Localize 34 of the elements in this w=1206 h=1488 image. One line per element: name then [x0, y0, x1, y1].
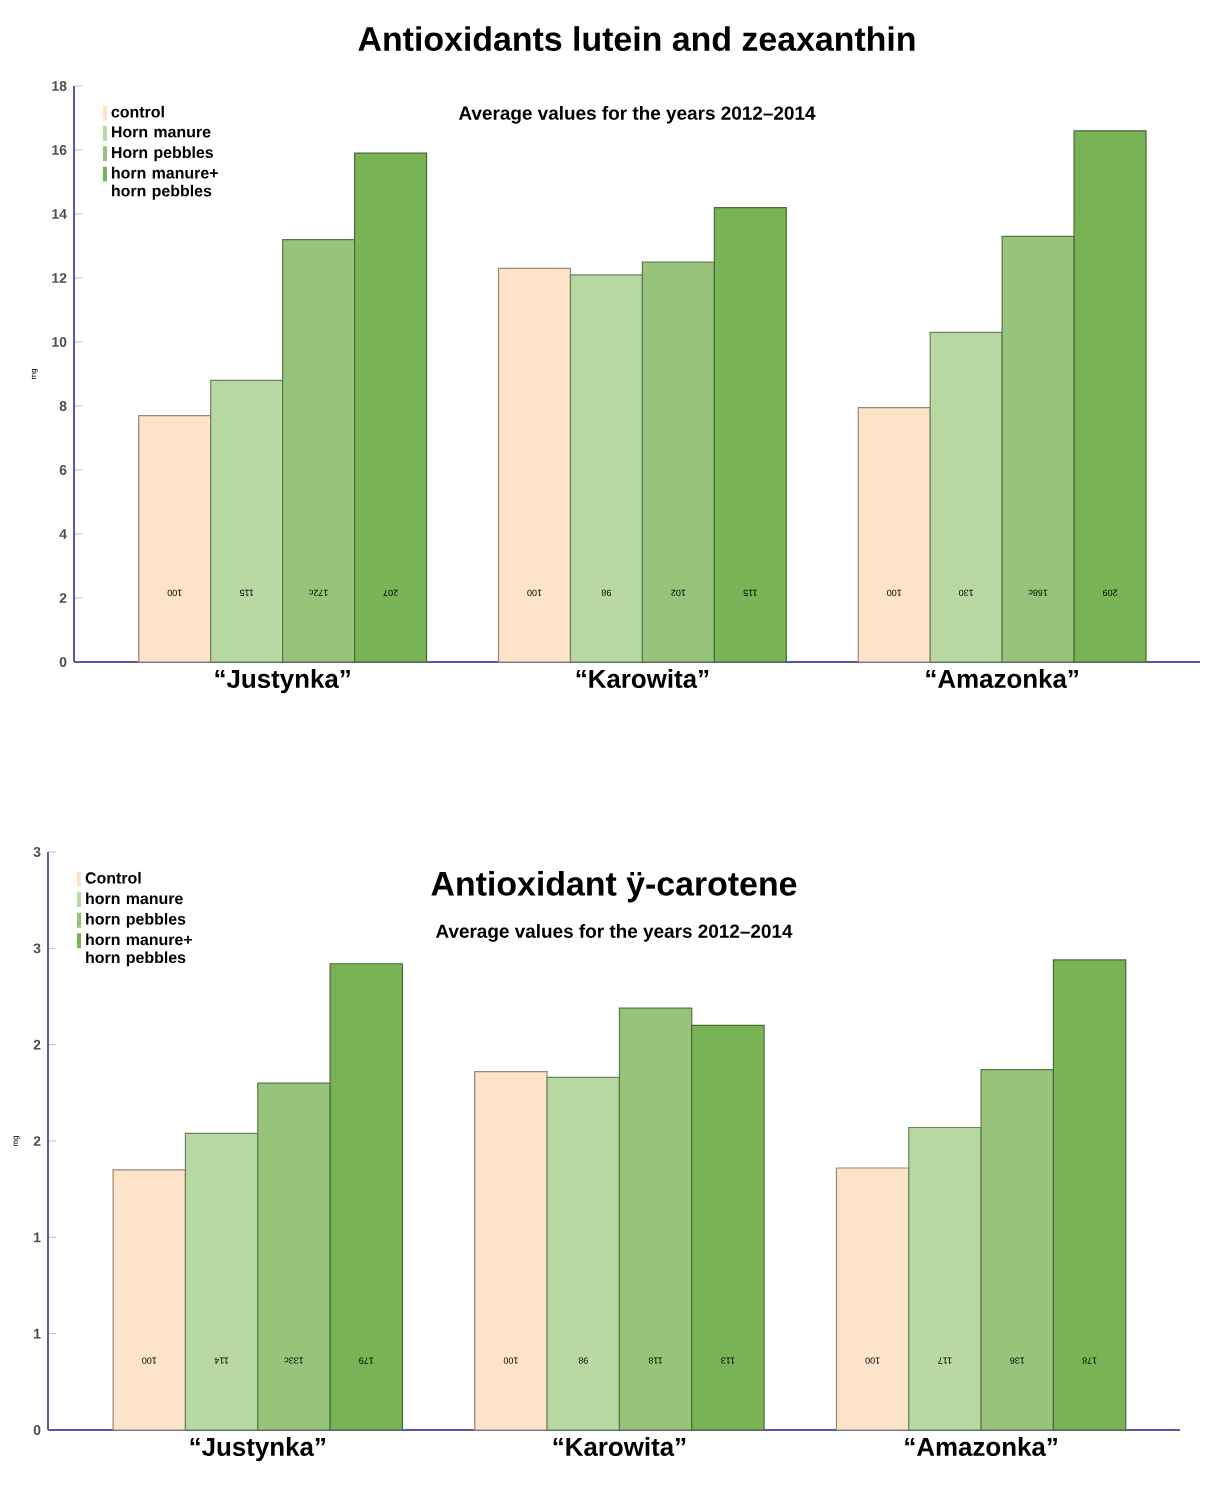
bar — [546, 1076, 621, 1431]
bar — [497, 267, 572, 663]
bar — [569, 274, 644, 663]
x-tick-label: “Amazonka” — [905, 1437, 1057, 1457]
bar — [691, 1024, 765, 1431]
bar — [1052, 959, 1127, 1431]
text: Average values for the years 2012–2014 — [435, 924, 793, 942]
x-tick-label: “Karowita” — [553, 1437, 686, 1457]
bar — [980, 1069, 1055, 1431]
bar — [112, 1169, 187, 1431]
x-tick-label: “Karowita” — [576, 669, 709, 689]
bar — [713, 206, 787, 663]
bar — [354, 152, 428, 663]
bar — [929, 331, 1003, 663]
x-tick-label: “Amazonka” — [926, 669, 1078, 689]
bar — [282, 238, 356, 663]
x-tick-label: “Justynka” — [215, 669, 350, 694]
text: Antioxidant ÿ-carotene — [431, 870, 797, 903]
bar — [210, 379, 284, 663]
bar — [184, 1132, 259, 1431]
bar — [908, 1126, 982, 1431]
bar — [618, 1007, 693, 1431]
bar — [1073, 130, 1147, 663]
bar — [257, 1082, 331, 1431]
bar — [641, 261, 715, 663]
bar — [474, 1071, 548, 1431]
bar — [857, 406, 931, 663]
bar — [835, 1167, 910, 1431]
text: Average values for the years 2012–2014 — [458, 105, 816, 124]
bar — [329, 963, 404, 1431]
bar — [1001, 235, 1075, 663]
bar — [138, 414, 212, 663]
chart-title: Antioxidants lutein and zeaxanthin — [358, 26, 915, 52]
x-tick-label: “Justynka” — [190, 1437, 325, 1462]
